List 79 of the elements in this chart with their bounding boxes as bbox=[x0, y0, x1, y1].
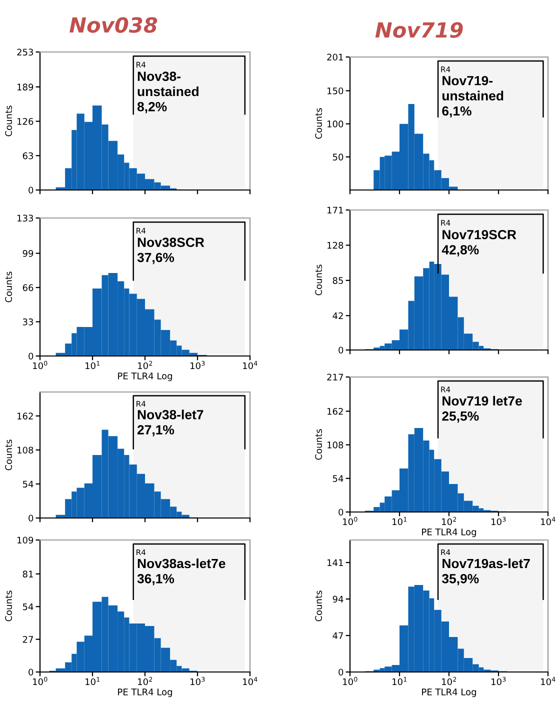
x-tick-label: 10$^{3}$ bbox=[492, 676, 506, 686]
y-tick-label: 33 bbox=[22, 318, 34, 326]
y-tick-label: 162 bbox=[328, 408, 343, 415]
x-tick-label: 10$^{1}$ bbox=[86, 676, 100, 686]
y-tick-label: 201 bbox=[327, 54, 343, 61]
y-tick-label: 99 bbox=[22, 250, 34, 257]
y-tick-label: 54 bbox=[22, 480, 34, 488]
y-tick-label: 126 bbox=[18, 118, 34, 125]
y-tick-label: 162 bbox=[18, 412, 33, 420]
y-tick-label: 0 bbox=[28, 352, 34, 360]
x-axis-title: PE TLR4 Log bbox=[422, 688, 476, 698]
y-tick-label: 217 bbox=[327, 374, 343, 380]
x-tick-label: 10$^{1}$ bbox=[392, 676, 407, 686]
x-tick-label: 10$^{4}$ bbox=[243, 676, 258, 686]
x-axis-title: PE TLR4 Log bbox=[118, 372, 172, 382]
y-axis-title: Counts bbox=[5, 272, 12, 302]
x-tick-label: 10$^{0}$ bbox=[343, 516, 358, 526]
x-tick-label: 10$^{2}$ bbox=[138, 676, 152, 686]
x-tick-label: 10$^{0}$ bbox=[33, 360, 48, 370]
y-tick-label: 63 bbox=[22, 152, 34, 160]
y-tick-label: 100 bbox=[328, 120, 344, 128]
y-axis-title: Counts bbox=[315, 590, 322, 622]
y-tick-label: 54 bbox=[22, 603, 34, 610]
annotation: Nov38as-let7e 36,1% bbox=[137, 558, 226, 586]
y-tick-label: 171 bbox=[328, 206, 343, 214]
x-tick-label: 10$^{2}$ bbox=[442, 516, 456, 526]
y-tick-label: 0 bbox=[28, 186, 34, 194]
y-tick-label: 108 bbox=[18, 446, 34, 454]
y-tick-label: 253 bbox=[17, 48, 34, 56]
y-tick-label: 189 bbox=[18, 84, 34, 90]
y-axis-title: Counts bbox=[5, 590, 12, 622]
y-tick-label: 47 bbox=[332, 632, 343, 639]
x-tick-label: 10$^{4}$ bbox=[541, 676, 556, 686]
y-tick-label: 0 bbox=[338, 346, 344, 354]
y-tick-label: 85 bbox=[332, 277, 343, 284]
y-tick-label: 0 bbox=[28, 514, 34, 522]
x-tick-label: 10$^{2}$ bbox=[138, 360, 152, 370]
annotation: Nov719SCR 42,8% bbox=[442, 230, 516, 256]
y-tick-label: 81 bbox=[22, 570, 33, 578]
y-tick-label: 54 bbox=[332, 475, 344, 482]
y-tick-label: 66 bbox=[22, 284, 34, 292]
y-axis-title: Counts bbox=[315, 264, 322, 296]
y-tick-label: 0 bbox=[28, 668, 34, 676]
x-tick-label: 10$^{1}$ bbox=[392, 516, 407, 526]
y-axis-title: Counts bbox=[5, 106, 12, 136]
y-tick-label: 128 bbox=[328, 242, 344, 249]
annotation: Nov38SCR 37,6% bbox=[137, 238, 204, 264]
x-tick-label: 10$^{0}$ bbox=[33, 676, 48, 686]
x-tick-label: 10$^{4}$ bbox=[243, 360, 258, 370]
y-tick-label: 141 bbox=[328, 559, 343, 566]
y-tick-label: 42 bbox=[332, 312, 343, 320]
y-tick-label: 94 bbox=[332, 596, 344, 603]
chart-title: Nov719 bbox=[375, 22, 463, 38]
y-tick-label: 108 bbox=[328, 442, 344, 448]
x-tick-label: 10$^{4}$ bbox=[541, 516, 556, 526]
y-tick-label: 27 bbox=[22, 636, 33, 643]
y-tick-label: 50 bbox=[332, 154, 344, 160]
annotation: Nov38- unstained 8,2% bbox=[137, 72, 198, 114]
x-tick-label: 10$^{3}$ bbox=[492, 516, 506, 526]
chart-title: Nov038 bbox=[70, 17, 158, 33]
annotation: Nov719as-let7 35,9% bbox=[442, 558, 530, 586]
y-axis-title: Counts bbox=[315, 429, 322, 460]
x-tick-label: 10$^{1}$ bbox=[86, 360, 100, 370]
x-tick-label: 10$^{0}$ bbox=[343, 676, 358, 686]
x-axis-title: PE TLR4 Log bbox=[118, 688, 172, 698]
annotation: Nov38-let7 27,1% bbox=[137, 410, 204, 436]
y-axis-title: Counts bbox=[315, 108, 322, 139]
y-tick-label: 150 bbox=[328, 87, 344, 94]
x-axis-title: PE TLR4 Log bbox=[422, 528, 476, 538]
y-tick-label: 0 bbox=[338, 508, 344, 516]
annotation: Nov719 let7e 25,5% bbox=[442, 396, 522, 423]
x-tick-label: 10$^{3}$ bbox=[190, 676, 205, 686]
y-tick-label: 109 bbox=[18, 536, 34, 544]
x-tick-label: 10$^{2}$ bbox=[442, 676, 456, 686]
y-axis-title: Counts bbox=[5, 440, 12, 470]
annotation: Nov719- unstained 6,1% bbox=[442, 76, 504, 118]
y-tick-label: 0 bbox=[338, 668, 344, 676]
y-tick-label: 133 bbox=[18, 214, 34, 222]
x-tick-label: 10$^{3}$ bbox=[190, 360, 205, 370]
